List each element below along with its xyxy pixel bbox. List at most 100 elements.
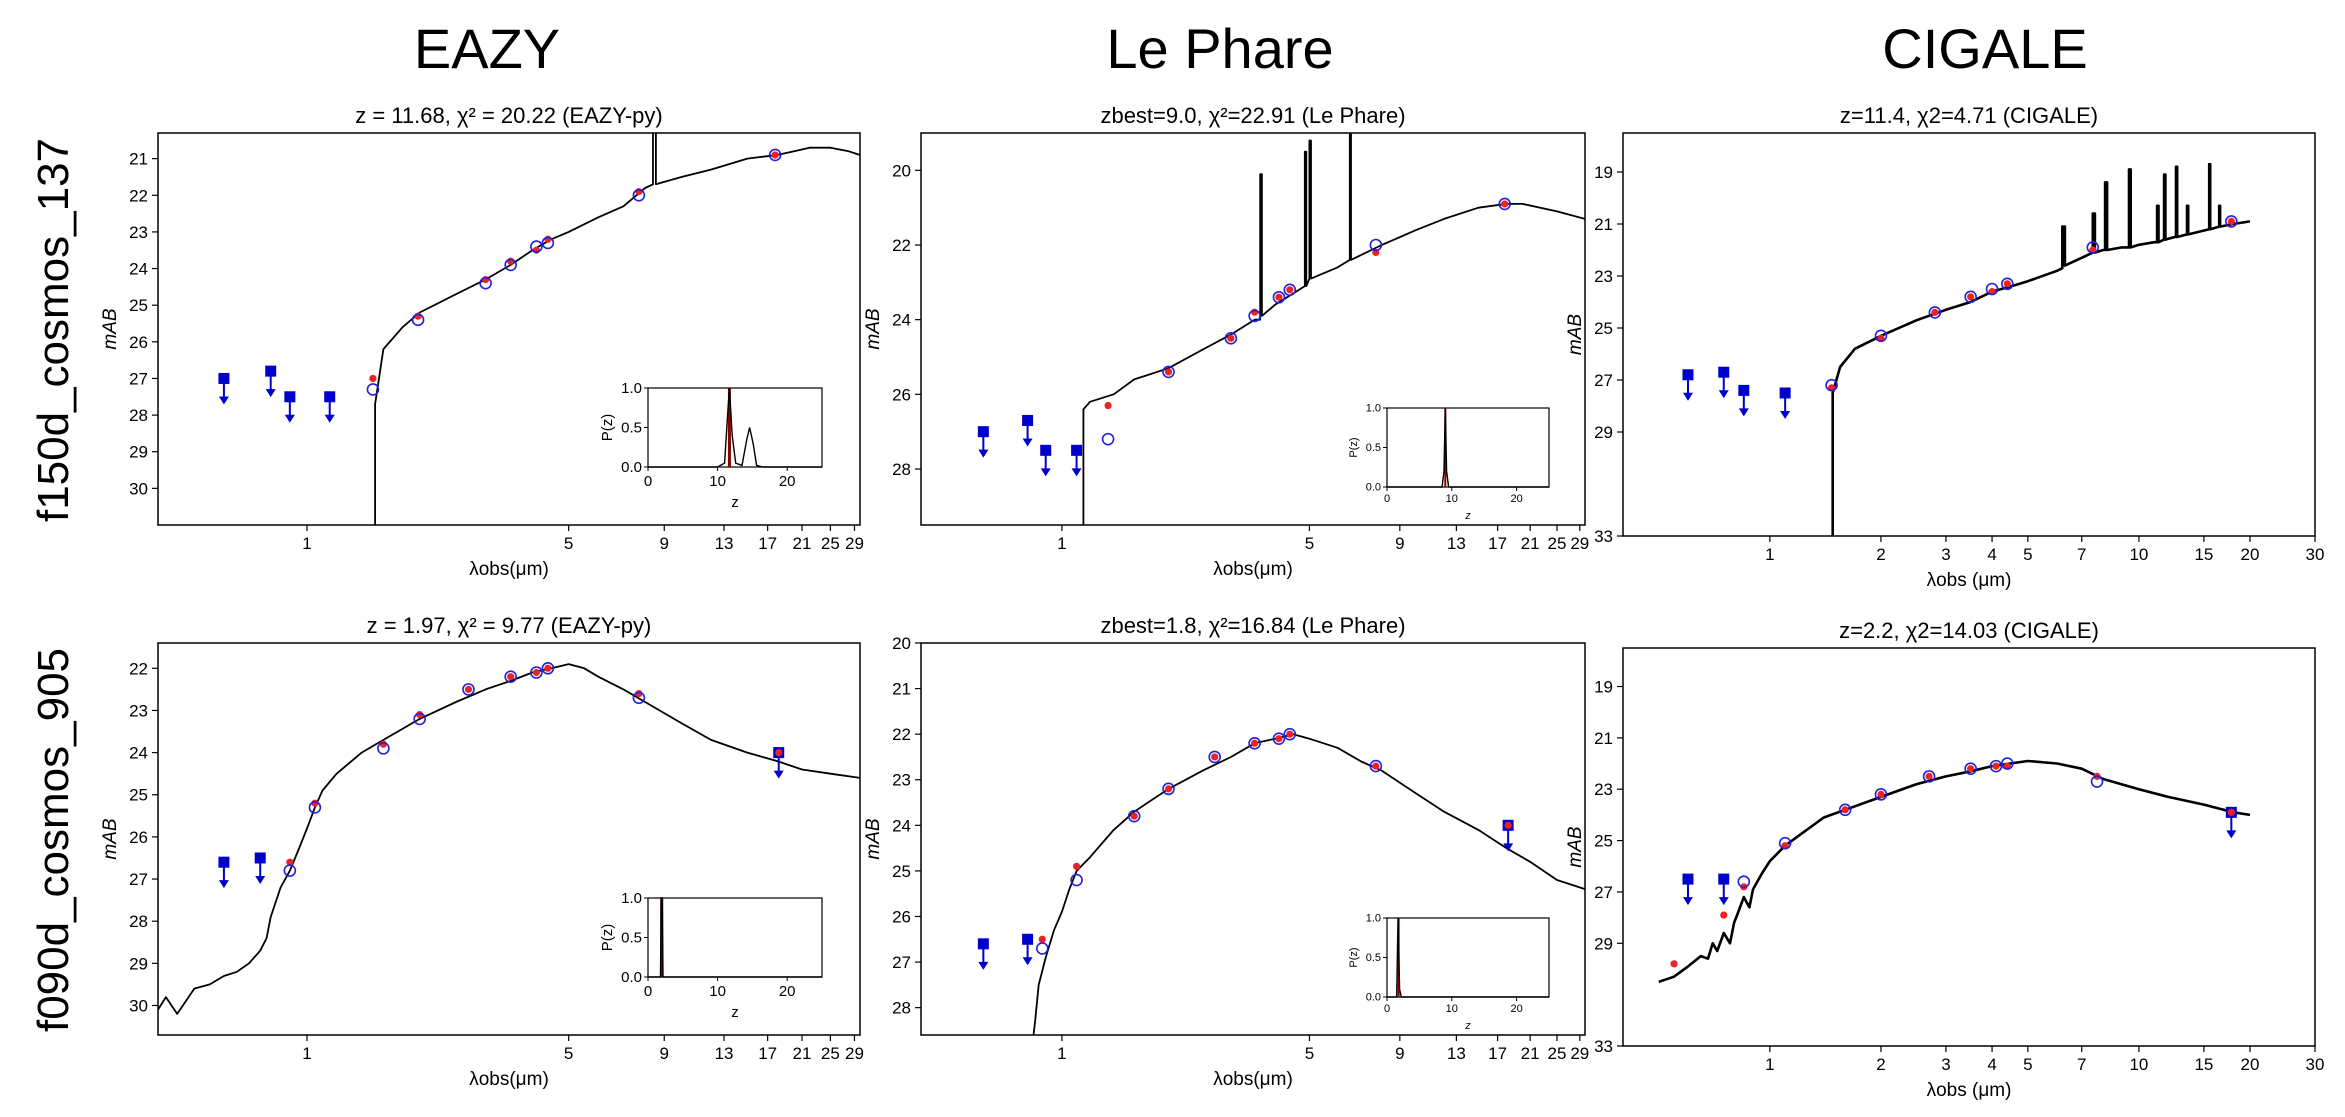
x-tick-label: 1 [1765, 545, 1774, 564]
observed-point [1498, 197, 1512, 211]
inset-frame [1386, 917, 1550, 998]
y-tick-label: 27 [129, 870, 148, 889]
upper-limit-marker [1682, 873, 1694, 906]
upper-limit-marker [977, 426, 989, 458]
row-label-cosmos-137: f150d_cosmos_137 [29, 138, 78, 522]
model-point [1275, 735, 1283, 743]
x-tick-label: 30 [2306, 1055, 2325, 1074]
inset-y-tick-label: 1.0 [621, 380, 642, 397]
observed-point [530, 240, 543, 253]
sed-curve [158, 663, 860, 1015]
column-title-cigale: CIGALE [1882, 17, 2087, 80]
y-tick-label: 21 [129, 150, 148, 169]
observed-point [1737, 875, 1751, 888]
model-point [507, 673, 515, 681]
model-point [1670, 960, 1678, 968]
y-tick-label: 33 [1594, 1037, 1613, 1056]
x-tick-label: 29 [845, 1044, 864, 1063]
observed-point [1874, 329, 1888, 343]
x-tick-label: 7 [2077, 545, 2086, 564]
y-tick-label: 29 [129, 443, 148, 462]
y-tick-label: 29 [1594, 423, 1613, 442]
y-tick-label: 30 [129, 996, 148, 1015]
upper-limit-marker [1682, 369, 1694, 401]
inset-x-tick-label: 20 [779, 473, 796, 490]
pz-inset: 0 10 20 0.0 0.5 1.0 z P(z) [599, 380, 823, 511]
x-tick-label: 25 [1547, 534, 1566, 553]
model-point [2227, 217, 2235, 225]
observed-point [2086, 241, 2100, 254]
y-tick-label: 23 [1594, 267, 1613, 286]
y-tick-label: 19 [1594, 163, 1613, 182]
pz-inset: 0 10 20 0.0 0.5 1.0 z P(z) [599, 890, 823, 1021]
observed-point [504, 670, 517, 684]
x-tick-label: 9 [1395, 534, 1404, 553]
model-point [2003, 280, 2011, 288]
inset-frame [647, 897, 823, 978]
y-tick-label: 24 [129, 744, 148, 763]
inset-x-tick-label: 0 [1384, 493, 1390, 505]
observed-point [2090, 775, 2104, 788]
x-tick-label: 25 [1547, 1044, 1566, 1063]
observed-point [1928, 306, 1942, 319]
inset-y-tick-label: 1.0 [621, 890, 642, 907]
observed-point [283, 864, 297, 877]
model-point [286, 858, 294, 866]
upper-limit-marker [1718, 366, 1730, 399]
observed-point [1283, 727, 1297, 741]
observed-point [377, 742, 390, 755]
panel-cigale-137: z=11.4, χ2=4.71 (CIGALE)1 2 3 4 5 7 10 15 20 3019… [1565, 103, 2324, 591]
inset-x-tick-label: 20 [1510, 1003, 1522, 1015]
observed-point [1922, 770, 1936, 783]
x-tick-label: 1 [1057, 1044, 1066, 1063]
inset-x-tick-label: 0 [644, 983, 652, 1000]
pz-curve [648, 387, 822, 468]
column-title-lephare: Le Phare [1106, 17, 1333, 80]
y-tick-label: 26 [892, 907, 911, 926]
model-point [1130, 812, 1138, 820]
model-point [1286, 286, 1294, 294]
observed-point [413, 712, 426, 726]
panel-title: z = 11.68, χ² = 20.22 (EAZY-py) [355, 103, 662, 128]
x-tick-label: 9 [660, 534, 669, 553]
inset-x-tick-label: 10 [709, 983, 726, 1000]
inset-y-tick-label: 1.0 [1366, 403, 1381, 415]
observed-point [1272, 732, 1286, 746]
y-tick-label: 21 [1594, 729, 1613, 748]
observed-point [768, 148, 782, 162]
y-tick-label: 24 [892, 311, 911, 330]
x-axis-label: λobs(μm) [469, 1069, 549, 1090]
panel-title: z=11.4, χ2=4.71 (CIGALE) [1840, 103, 2098, 128]
observed-point [504, 258, 517, 272]
y-tick-label: 21 [1594, 215, 1613, 234]
y-tick-label: 23 [1594, 780, 1613, 799]
x-tick-label: 2 [1876, 545, 1885, 564]
x-axis-label: λobs(μm) [469, 559, 549, 580]
inset-y-tick-label: 1.0 [1366, 913, 1381, 925]
x-tick-label: 10 [2129, 545, 2148, 564]
column-title-eazy: EAZY [414, 17, 560, 80]
inset-x-label: z [1464, 1020, 1471, 1032]
model-point [1275, 293, 1283, 301]
y-tick-label: 25 [1594, 832, 1613, 851]
upper-limit-marker [254, 852, 266, 884]
x-tick-label: 5 [564, 534, 573, 553]
inset-x-tick-label: 10 [1446, 1003, 1458, 1015]
panel-lephare-905: zbest=1.8, χ²=16.84 (Le Phare) 1 5 9 13 17 21 2… [863, 613, 1589, 1090]
model-point [1286, 730, 1294, 738]
observed-point [366, 383, 380, 396]
plot-frame [1622, 132, 2316, 537]
observed-point [411, 313, 425, 327]
inset-y-tick-label: 0.0 [621, 459, 642, 476]
x-tick-label: 15 [2194, 1055, 2213, 1074]
x-tick-label: 29 [1570, 534, 1589, 553]
observed-point [1248, 736, 1261, 750]
y-tick-label: 29 [129, 954, 148, 973]
model-point [464, 685, 473, 693]
observed-point [1778, 836, 1792, 850]
x-tick-label: 17 [1488, 534, 1507, 553]
observed-point [1825, 378, 1838, 392]
upper-limit-marker [1718, 873, 1730, 906]
x-tick-label: 13 [715, 534, 734, 553]
